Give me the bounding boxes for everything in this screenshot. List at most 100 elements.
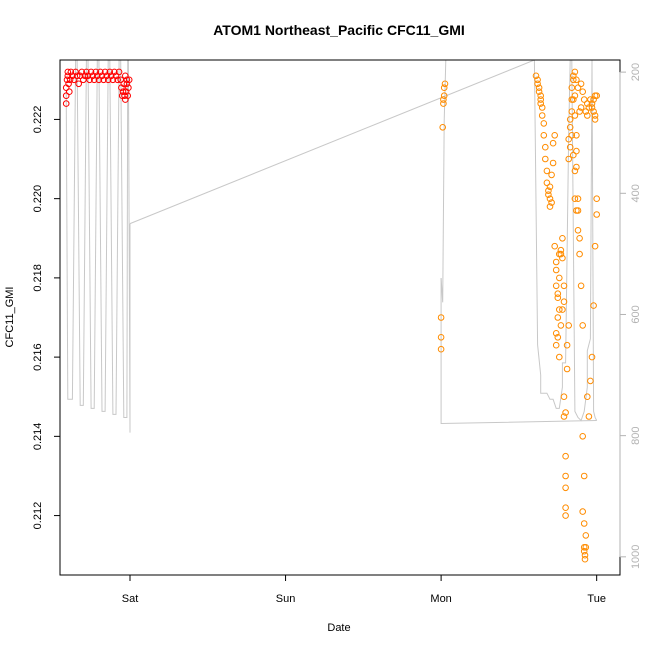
x-tick-label-0: Sat <box>122 593 139 605</box>
data-point-s1-15 <box>537 96 545 103</box>
data-point-s1-22 <box>542 155 549 163</box>
data-point-s1-99 <box>591 242 599 250</box>
data-point-s1-122 <box>574 84 582 91</box>
data-point-s1-111 <box>585 104 593 111</box>
data-point-s1-16 <box>537 100 545 107</box>
data-point-s1-71 <box>568 84 576 91</box>
data-point-s0-6 <box>65 80 72 88</box>
data-point-s1-37 <box>552 266 560 274</box>
data-point-s1-17 <box>538 104 546 111</box>
data-point-s1-63 <box>563 365 571 373</box>
data-point-s1-50 <box>552 330 560 337</box>
data-point-s0-28 <box>97 68 104 76</box>
data-point-s1-119 <box>577 80 585 88</box>
data-point-s1-124 <box>568 108 576 115</box>
data-point-s1-83 <box>577 282 585 290</box>
y-tick-label-2: 0.216 <box>32 343 44 371</box>
pressure-line-segment-0 <box>65 60 131 433</box>
data-point-s1-115 <box>580 96 588 103</box>
data-point-s0-12 <box>72 68 79 76</box>
data-point-s1-131 <box>574 227 582 234</box>
data-point-s1-38 <box>552 282 560 290</box>
data-point-s1-105 <box>588 104 596 111</box>
data-point-s1-128 <box>571 167 579 175</box>
data-point-s1-121 <box>573 76 580 84</box>
data-point-s1-36 <box>552 258 560 266</box>
data-point-s0-9 <box>67 68 75 76</box>
data-point-s1-51 <box>554 334 562 341</box>
data-point-s1-118 <box>576 108 583 115</box>
pressure-line-segment-3 <box>440 278 597 425</box>
data-point-s1-114 <box>582 108 590 115</box>
data-point-s1-98 <box>590 302 597 309</box>
data-point-s0-46 <box>121 92 128 99</box>
data-point-s1-58 <box>560 393 568 401</box>
data-point-s1-35 <box>551 242 559 250</box>
data-point-s1-26 <box>545 191 552 198</box>
data-point-s1-113 <box>584 112 591 119</box>
data-point-s1-41 <box>556 274 563 282</box>
data-point-s1-117 <box>577 104 585 111</box>
data-point-s1-125 <box>566 124 574 131</box>
pressure-line-segment-1 <box>129 60 535 225</box>
data-point-s1-123 <box>570 96 577 103</box>
data-point-s1-9 <box>532 72 540 80</box>
data-point-s1-126 <box>568 132 576 139</box>
data-point-s1-77 <box>573 147 580 155</box>
data-point-s1-27 <box>546 183 554 191</box>
data-point-s1-68 <box>566 143 574 151</box>
data-point-s1-101 <box>593 195 601 202</box>
data-point-s0-7 <box>66 88 73 95</box>
data-point-s1-0 <box>437 345 445 353</box>
data-point-s0-3 <box>63 76 71 84</box>
data-point-s1-92 <box>582 544 590 551</box>
data-point-s1-66 <box>565 155 573 163</box>
data-point-s1-129 <box>571 195 579 202</box>
data-point-s0-10 <box>69 72 76 80</box>
data-point-s0-41 <box>117 76 124 84</box>
data-point-s1-84 <box>579 322 587 329</box>
data-point-s0-30 <box>100 76 107 84</box>
data-point-s1-11 <box>534 80 541 88</box>
data-point-s1-32 <box>549 159 557 167</box>
data-point-s1-65 <box>565 322 573 329</box>
data-point-s0-33 <box>104 76 112 84</box>
data-point-s1-116 <box>579 88 587 95</box>
data-point-s0-27 <box>95 76 103 84</box>
plot-frame <box>59 59 621 576</box>
data-point-s1-95 <box>585 413 593 420</box>
data-point-s1-7 <box>440 84 448 91</box>
y-tick-label-5: 0.222 <box>32 106 44 134</box>
data-point-s0-40 <box>115 68 123 76</box>
data-point-s1-90 <box>581 551 589 559</box>
data-point-s1-91 <box>581 555 589 563</box>
data-point-s1-79 <box>574 195 582 202</box>
data-point-s0-5 <box>64 68 72 76</box>
data-point-s1-44 <box>557 250 565 258</box>
data-point-s1-18 <box>538 112 546 119</box>
data-point-s1-76 <box>573 132 580 139</box>
data-point-s1-19 <box>540 120 548 127</box>
data-point-s0-21 <box>86 76 93 84</box>
y-right-tick-label-4: 1000 <box>630 545 642 569</box>
y-tick-label-0: 0.212 <box>32 502 44 530</box>
data-point-s0-36 <box>109 76 117 84</box>
data-point-s1-120 <box>571 68 579 76</box>
chart-title: ATOM1 Northeast_Pacific CFC11_GMI <box>213 22 465 38</box>
y-axis-label: CFC11_GMI <box>4 287 16 348</box>
data-point-s1-5 <box>440 96 447 103</box>
data-point-s1-87 <box>580 520 588 527</box>
data-point-s1-14 <box>537 92 545 99</box>
data-point-s1-127 <box>570 151 577 159</box>
data-point-s1-100 <box>593 211 601 218</box>
data-point-s1-64 <box>563 341 571 349</box>
y-axis-left: 0.212 0.214 0.216 0.218 0.220 0.222 <box>32 106 61 530</box>
data-point-s1-1 <box>437 334 445 341</box>
data-point-s1-55 <box>559 306 566 313</box>
pressure-line-segment-4 <box>533 60 598 422</box>
data-point-s0-51 <box>125 84 132 91</box>
data-point-s0-53 <box>122 72 129 80</box>
data-point-s1-60 <box>562 472 569 480</box>
